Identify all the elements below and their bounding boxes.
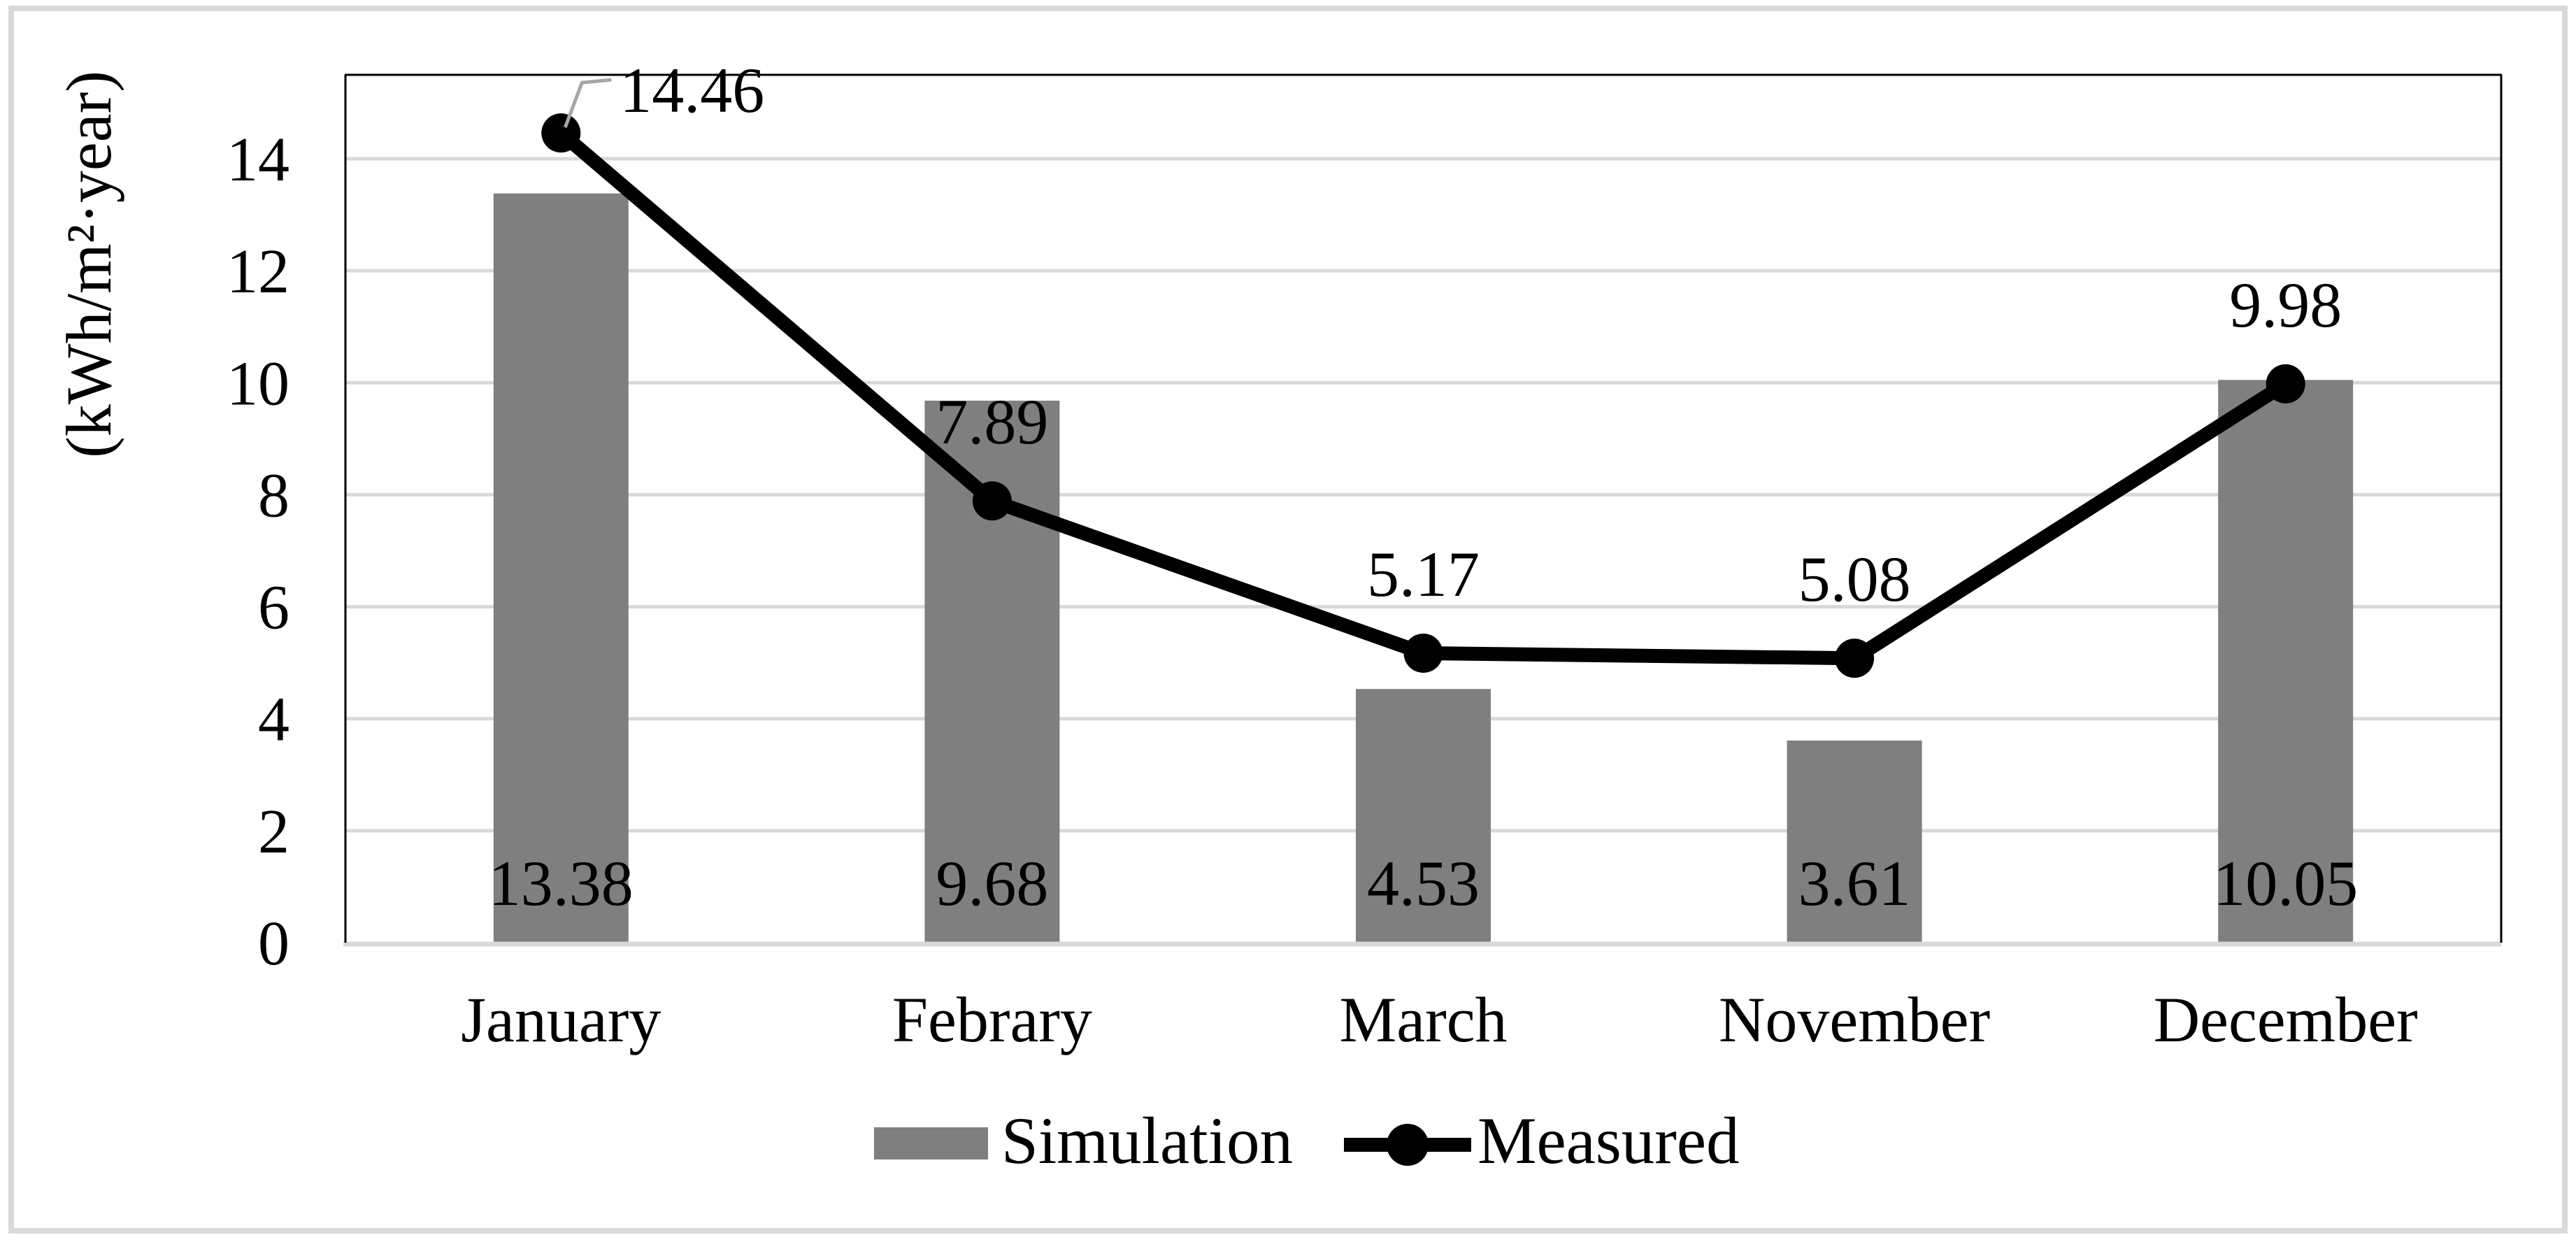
- line-value-label-march: 5.17: [1367, 538, 1480, 610]
- y-tick-label-14: 14: [227, 125, 289, 194]
- x-tick-label-march: March: [1339, 984, 1507, 1055]
- measured-point-december: [2266, 364, 2305, 404]
- measured-point-march: [1403, 634, 1443, 673]
- bar-value-label-march: 4.53: [1367, 848, 1480, 919]
- bar-value-label-november: 3.61: [1798, 848, 1911, 919]
- bar-december: [2218, 380, 2354, 943]
- x-tick-label-november: November: [1719, 984, 1990, 1055]
- y-tick-label-12: 12: [227, 237, 289, 306]
- line-value-label-december: 9.98: [2229, 269, 2342, 341]
- y-tick-label-6: 6: [258, 573, 289, 643]
- y-tick-label-8: 8: [258, 461, 289, 530]
- y-tick-label-10: 10: [227, 349, 289, 418]
- bar-march: [1356, 689, 1491, 943]
- measured-point-febrary: [972, 481, 1012, 521]
- line-value-label-november: 5.08: [1798, 543, 1911, 615]
- figure-border: [8, 6, 2568, 1234]
- line-value-label-january: 14.46: [620, 55, 764, 126]
- y-tick-label-0: 0: [258, 909, 289, 978]
- bar-value-label-december: 10.05: [2213, 848, 2358, 919]
- y-tick-label-2: 2: [258, 797, 289, 866]
- legend-label-simulation: Simulation: [1001, 1104, 1293, 1178]
- x-tick-label-december: December: [2154, 984, 2418, 1055]
- y-axis-title: (kWh/m²·year): [53, 71, 124, 458]
- x-tick-label-january: January: [461, 984, 661, 1055]
- legend-label-measured: Measured: [1477, 1104, 1740, 1178]
- legend-marker-measured: [1387, 1124, 1429, 1166]
- bar-november: [1787, 740, 1922, 943]
- x-tick-label-febrary: Febrary: [892, 984, 1092, 1055]
- y-tick-label-4: 4: [258, 685, 289, 755]
- bar-january: [493, 193, 629, 943]
- line-value-label-febrary: 7.89: [936, 386, 1048, 457]
- leader-line-14-46: [563, 78, 612, 129]
- measured-point-january: [541, 113, 581, 153]
- bar-value-label-febrary: 9.68: [936, 848, 1048, 919]
- bar-value-label-january: 13.38: [489, 848, 634, 919]
- legend-swatch-simulation: [874, 1127, 988, 1159]
- measured-point-november: [1835, 638, 1875, 678]
